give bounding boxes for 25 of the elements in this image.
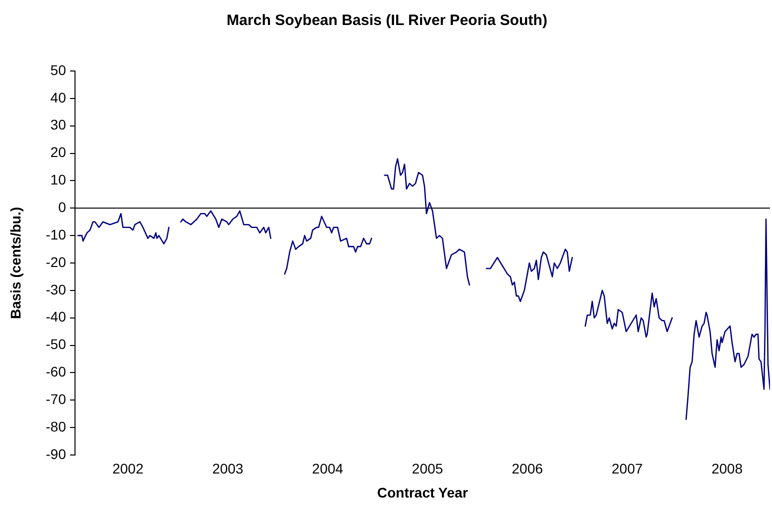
y-tick-label: 10 xyxy=(50,172,66,188)
y-tick-label: -10 xyxy=(46,226,66,242)
y-tick-label: -70 xyxy=(46,391,66,407)
chart-title: March Soybean Basis (IL River Peoria South) xyxy=(226,12,548,30)
y-tick-label: -30 xyxy=(46,281,66,298)
x-tick-label: 2002 xyxy=(112,460,144,476)
y-tick-label: -60 xyxy=(46,364,66,380)
x-tick-label: 2003 xyxy=(212,460,244,476)
y-tick-label: -40 xyxy=(46,308,66,325)
y-tick-label: -80 xyxy=(46,418,66,434)
y-tick-label: 30 xyxy=(50,116,66,133)
x-tick-label: 2007 xyxy=(612,460,643,476)
x-tick-label: 2006 xyxy=(512,460,544,476)
y-tick-label: 50 xyxy=(50,62,66,78)
x-tick-label: 2004 xyxy=(312,460,344,476)
x-axis-title: Contract Year xyxy=(377,484,468,500)
y-tick-label: 20 xyxy=(50,144,66,160)
y-tick-label: 0 xyxy=(58,199,66,215)
y-axis-title: Basis (cents/bu.) xyxy=(7,206,24,320)
y-tick-label: 40 xyxy=(50,89,66,106)
y-tick-label: -90 xyxy=(46,446,66,462)
x-tick-label: 2005 xyxy=(412,460,444,476)
x-tick-label: 2008 xyxy=(711,460,743,476)
y-tick-label: -50 xyxy=(46,336,66,352)
y-tick-label: -20 xyxy=(46,254,66,270)
